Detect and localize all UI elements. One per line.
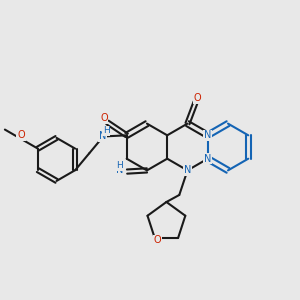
- Text: N: N: [99, 131, 106, 141]
- Text: N: N: [204, 130, 212, 140]
- Text: O: O: [17, 130, 25, 140]
- Text: O: O: [193, 93, 201, 103]
- Text: O: O: [100, 113, 108, 123]
- Text: O: O: [154, 236, 161, 245]
- Text: N: N: [204, 154, 212, 164]
- Text: H: H: [116, 161, 123, 170]
- Text: H: H: [103, 126, 110, 135]
- Text: N: N: [116, 165, 124, 176]
- Text: N: N: [184, 165, 191, 176]
